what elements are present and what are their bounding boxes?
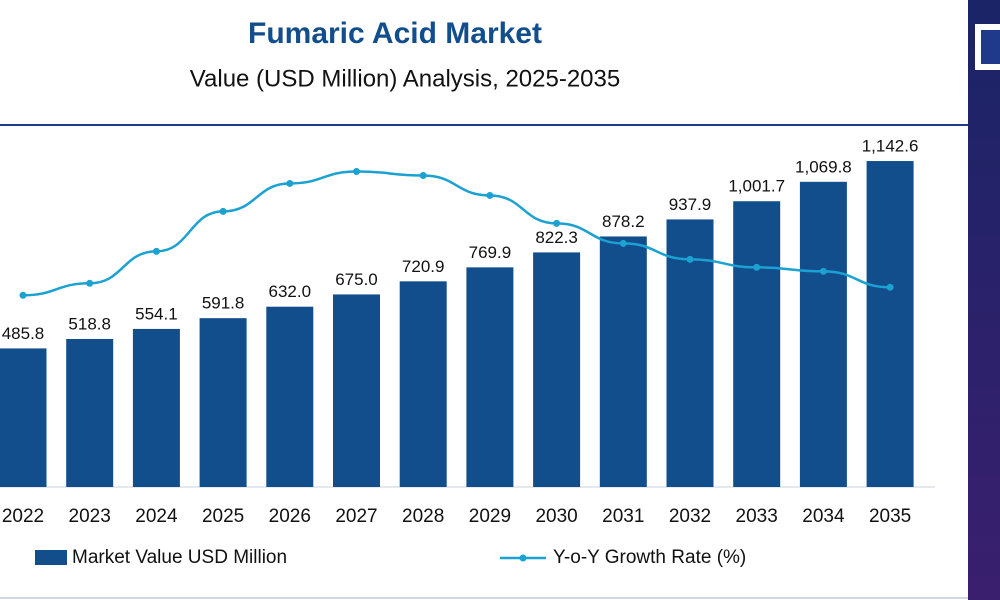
growth-point (419, 171, 427, 179)
bar (466, 267, 514, 487)
bar (66, 338, 114, 487)
bar (199, 318, 247, 487)
growth-point (286, 179, 294, 187)
x-tick-label: 2034 (802, 506, 845, 527)
bar (266, 306, 314, 487)
bar (0, 348, 47, 487)
legend-swatch-dot (519, 554, 527, 562)
value-label: 878.2 (602, 212, 645, 231)
growth-point (619, 239, 627, 247)
legend-swatch (35, 550, 67, 565)
legend-label: Market Value USD Million (72, 547, 287, 568)
growth-point (353, 167, 360, 175)
x-tick-label: 2028 (402, 506, 444, 527)
growth-point (819, 267, 827, 275)
x-tick-label: 2035 (869, 506, 911, 527)
value-label: 591.8 (202, 294, 245, 313)
x-tick-label: 2023 (69, 506, 111, 527)
side-panel (968, 0, 1000, 600)
value-label: 822.3 (535, 228, 578, 247)
legend-label: Y-o-Y Growth Rate (%) (553, 547, 746, 568)
bar (333, 294, 380, 487)
growth-point (219, 207, 227, 215)
x-tick-label: 2033 (736, 506, 778, 527)
x-tick-label: 2030 (535, 506, 577, 527)
chart-title: Fumaric Acid Market (248, 17, 542, 50)
x-tick-label: 2032 (669, 506, 711, 527)
bar (132, 328, 180, 487)
x-tick-label: 2029 (469, 506, 511, 527)
value-label: 720.9 (402, 257, 445, 276)
bar (399, 281, 447, 487)
logo-mark (981, 30, 1000, 64)
x-tick-label: 2031 (602, 506, 644, 527)
value-label: 1,142.6 (862, 137, 919, 156)
bar (533, 252, 581, 487)
bar (866, 161, 914, 488)
bar (666, 219, 714, 487)
growth-point (553, 219, 561, 227)
value-label: 675.0 (335, 270, 378, 289)
growth-line (22, 170, 891, 297)
value-label: 632.0 (269, 282, 312, 301)
bar (599, 236, 647, 487)
x-tick-label: 2027 (335, 506, 377, 527)
growth-point (86, 279, 94, 287)
value-label: 554.1 (135, 304, 178, 323)
growth-point (152, 247, 160, 255)
value-label: 937.9 (669, 195, 712, 214)
x-tick-label: 2022 (2, 506, 44, 527)
x-tick-label: 2025 (202, 506, 244, 527)
value-label: 518.8 (68, 314, 111, 333)
growth-point (686, 255, 694, 263)
value-label: 769.9 (469, 243, 512, 262)
x-tick-label: 2024 (135, 506, 178, 527)
value-label: 485.8 (2, 324, 45, 343)
growth-point (886, 283, 894, 291)
value-label: 1,001.7 (728, 177, 785, 196)
bar (799, 181, 847, 488)
chart-subtitle: Value (USD Million) Analysis, 2025-2035 (190, 65, 620, 92)
growth-point (19, 291, 27, 299)
growth-point (753, 263, 761, 271)
x-tick-label: 2026 (269, 506, 311, 527)
growth-point (486, 191, 494, 199)
bar (733, 201, 781, 487)
value-label: 1,069.8 (795, 157, 852, 176)
